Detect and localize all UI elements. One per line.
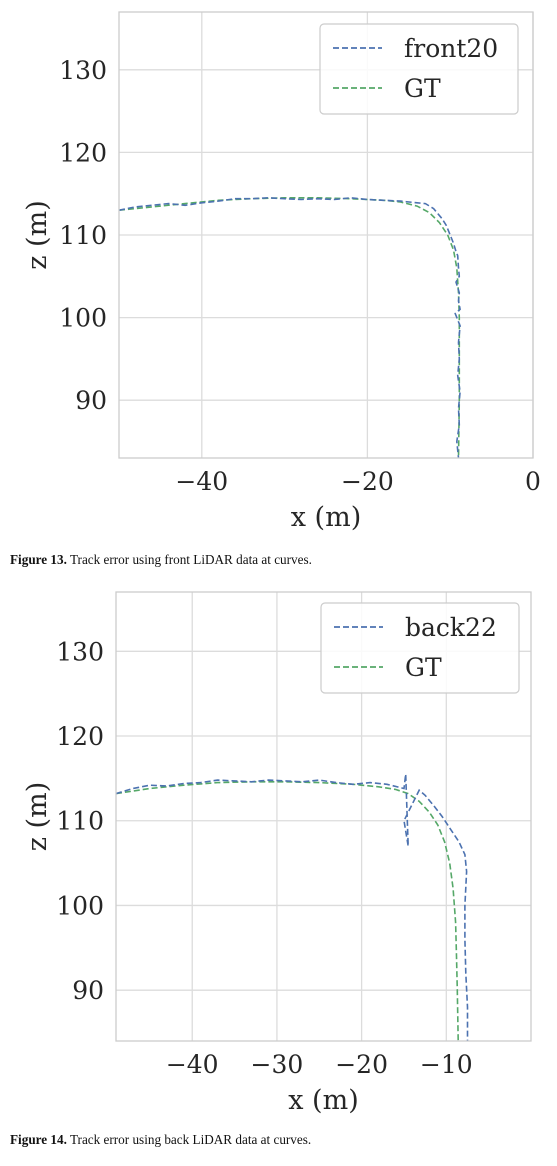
- series-line-gt: [119, 197, 461, 458]
- y-tick-label: 90: [75, 386, 107, 415]
- legend-label: back22: [405, 613, 497, 642]
- x-tick-label: −10: [420, 1050, 473, 1079]
- x-tick-label: −30: [251, 1050, 304, 1079]
- figure-14-caption-label: Figure 14.: [10, 1132, 67, 1147]
- series-line-front20: [119, 196, 461, 458]
- y-axis-label: z (m): [22, 200, 53, 269]
- plot-frame: [115, 591, 532, 1042]
- y-tick-label: 100: [56, 891, 104, 920]
- figure-14-plot: −40 −30 −20 −10 90 100 110 120 130 x (m) z (m) back…: [22, 591, 532, 1116]
- x-tick-label: −40: [166, 1050, 219, 1079]
- x-axis-label: x (m): [291, 502, 361, 533]
- y-tick-label: 90: [72, 976, 104, 1005]
- y-tick-label: 110: [59, 221, 107, 250]
- legend-box: [320, 602, 520, 694]
- x-tick-label: 0: [525, 467, 541, 496]
- figure-13-caption-label: Figure 13.: [10, 552, 67, 567]
- legend-box: [319, 23, 519, 115]
- x-tick-label: −40: [175, 467, 228, 496]
- y-axis-label: z (m): [22, 782, 53, 851]
- series-line-back22: [116, 774, 469, 1041]
- x-axis-label: x (m): [288, 1085, 358, 1116]
- legend-label: front20: [404, 34, 498, 63]
- legend-label: GT: [405, 653, 442, 682]
- y-tick-label: 100: [59, 304, 107, 333]
- legend-label: GT: [404, 74, 441, 103]
- x-tick-label: −20: [335, 1050, 388, 1079]
- figure-13-plot: −40 −20 0 90 100 110 120 130 x (m) z (m) front20 GT: [22, 11, 541, 533]
- y-tick-label: 130: [56, 637, 104, 666]
- x-tick-label: −20: [341, 467, 394, 496]
- figure-13-caption-text: Track error using front LiDAR data at cu…: [66, 552, 312, 567]
- y-tick-label: 120: [59, 138, 107, 167]
- figure-14-caption-text: Track error using back LiDAR data at cur…: [66, 1132, 312, 1147]
- y-tick-label: 120: [56, 722, 104, 751]
- y-tick-label: 130: [59, 56, 107, 85]
- legend: back22 GT: [320, 602, 520, 694]
- y-tick-label: 110: [56, 807, 104, 836]
- plot-frame: [118, 11, 534, 459]
- figure-13-caption: Figure 13. Track error using front LiDAR…: [10, 552, 312, 568]
- series-line-gt: [116, 781, 459, 1041]
- legend: front20 GT: [319, 23, 519, 115]
- figure-14-caption: Figure 14. Track error using back LiDAR …: [10, 1132, 311, 1148]
